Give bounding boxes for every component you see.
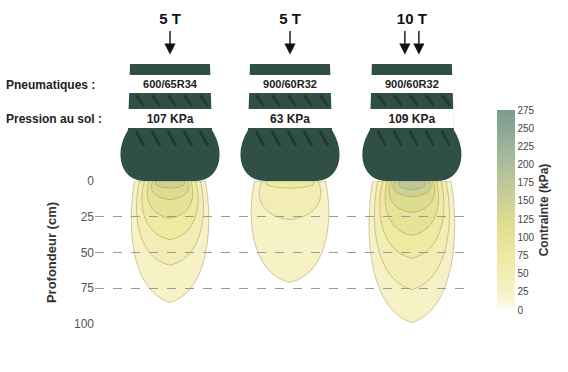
svg-text:100: 100 bbox=[74, 317, 94, 331]
svg-text:900/60R32: 900/60R32 bbox=[263, 78, 317, 90]
svg-text:125: 125 bbox=[518, 214, 535, 225]
svg-text:5 T: 5 T bbox=[279, 10, 301, 27]
svg-text:0: 0 bbox=[518, 305, 524, 316]
svg-text:50: 50 bbox=[81, 246, 95, 260]
svg-text:Pneumatiques :: Pneumatiques : bbox=[6, 78, 95, 92]
svg-text:75: 75 bbox=[81, 281, 95, 295]
svg-text:0: 0 bbox=[87, 174, 94, 188]
svg-text:25: 25 bbox=[518, 286, 530, 297]
svg-text:100: 100 bbox=[518, 232, 535, 243]
svg-text:Contrainte (kPa): Contrainte (kPa) bbox=[537, 164, 551, 257]
svg-text:275: 275 bbox=[518, 105, 535, 116]
svg-text:250: 250 bbox=[518, 123, 535, 134]
svg-text:900/60R32: 900/60R32 bbox=[385, 78, 439, 90]
svg-text:5 T: 5 T bbox=[159, 10, 181, 27]
svg-text:50: 50 bbox=[518, 268, 530, 279]
svg-text:75: 75 bbox=[518, 250, 530, 261]
svg-text:Pression au sol :: Pression au sol : bbox=[6, 112, 102, 126]
svg-text:10 T: 10 T bbox=[397, 10, 427, 27]
svg-text:25: 25 bbox=[81, 210, 95, 224]
svg-text:63 KPa: 63 KPa bbox=[270, 112, 310, 126]
svg-text:600/65R34: 600/65R34 bbox=[143, 78, 198, 90]
svg-text:150: 150 bbox=[518, 195, 535, 206]
svg-text:Profondeur (cm): Profondeur (cm) bbox=[44, 202, 59, 303]
svg-text:200: 200 bbox=[518, 159, 535, 170]
svg-text:109 KPa: 109 KPa bbox=[389, 112, 436, 126]
svg-text:175: 175 bbox=[518, 177, 535, 188]
svg-text:107 KPa: 107 KPa bbox=[147, 112, 194, 126]
svg-text:225: 225 bbox=[518, 141, 535, 152]
